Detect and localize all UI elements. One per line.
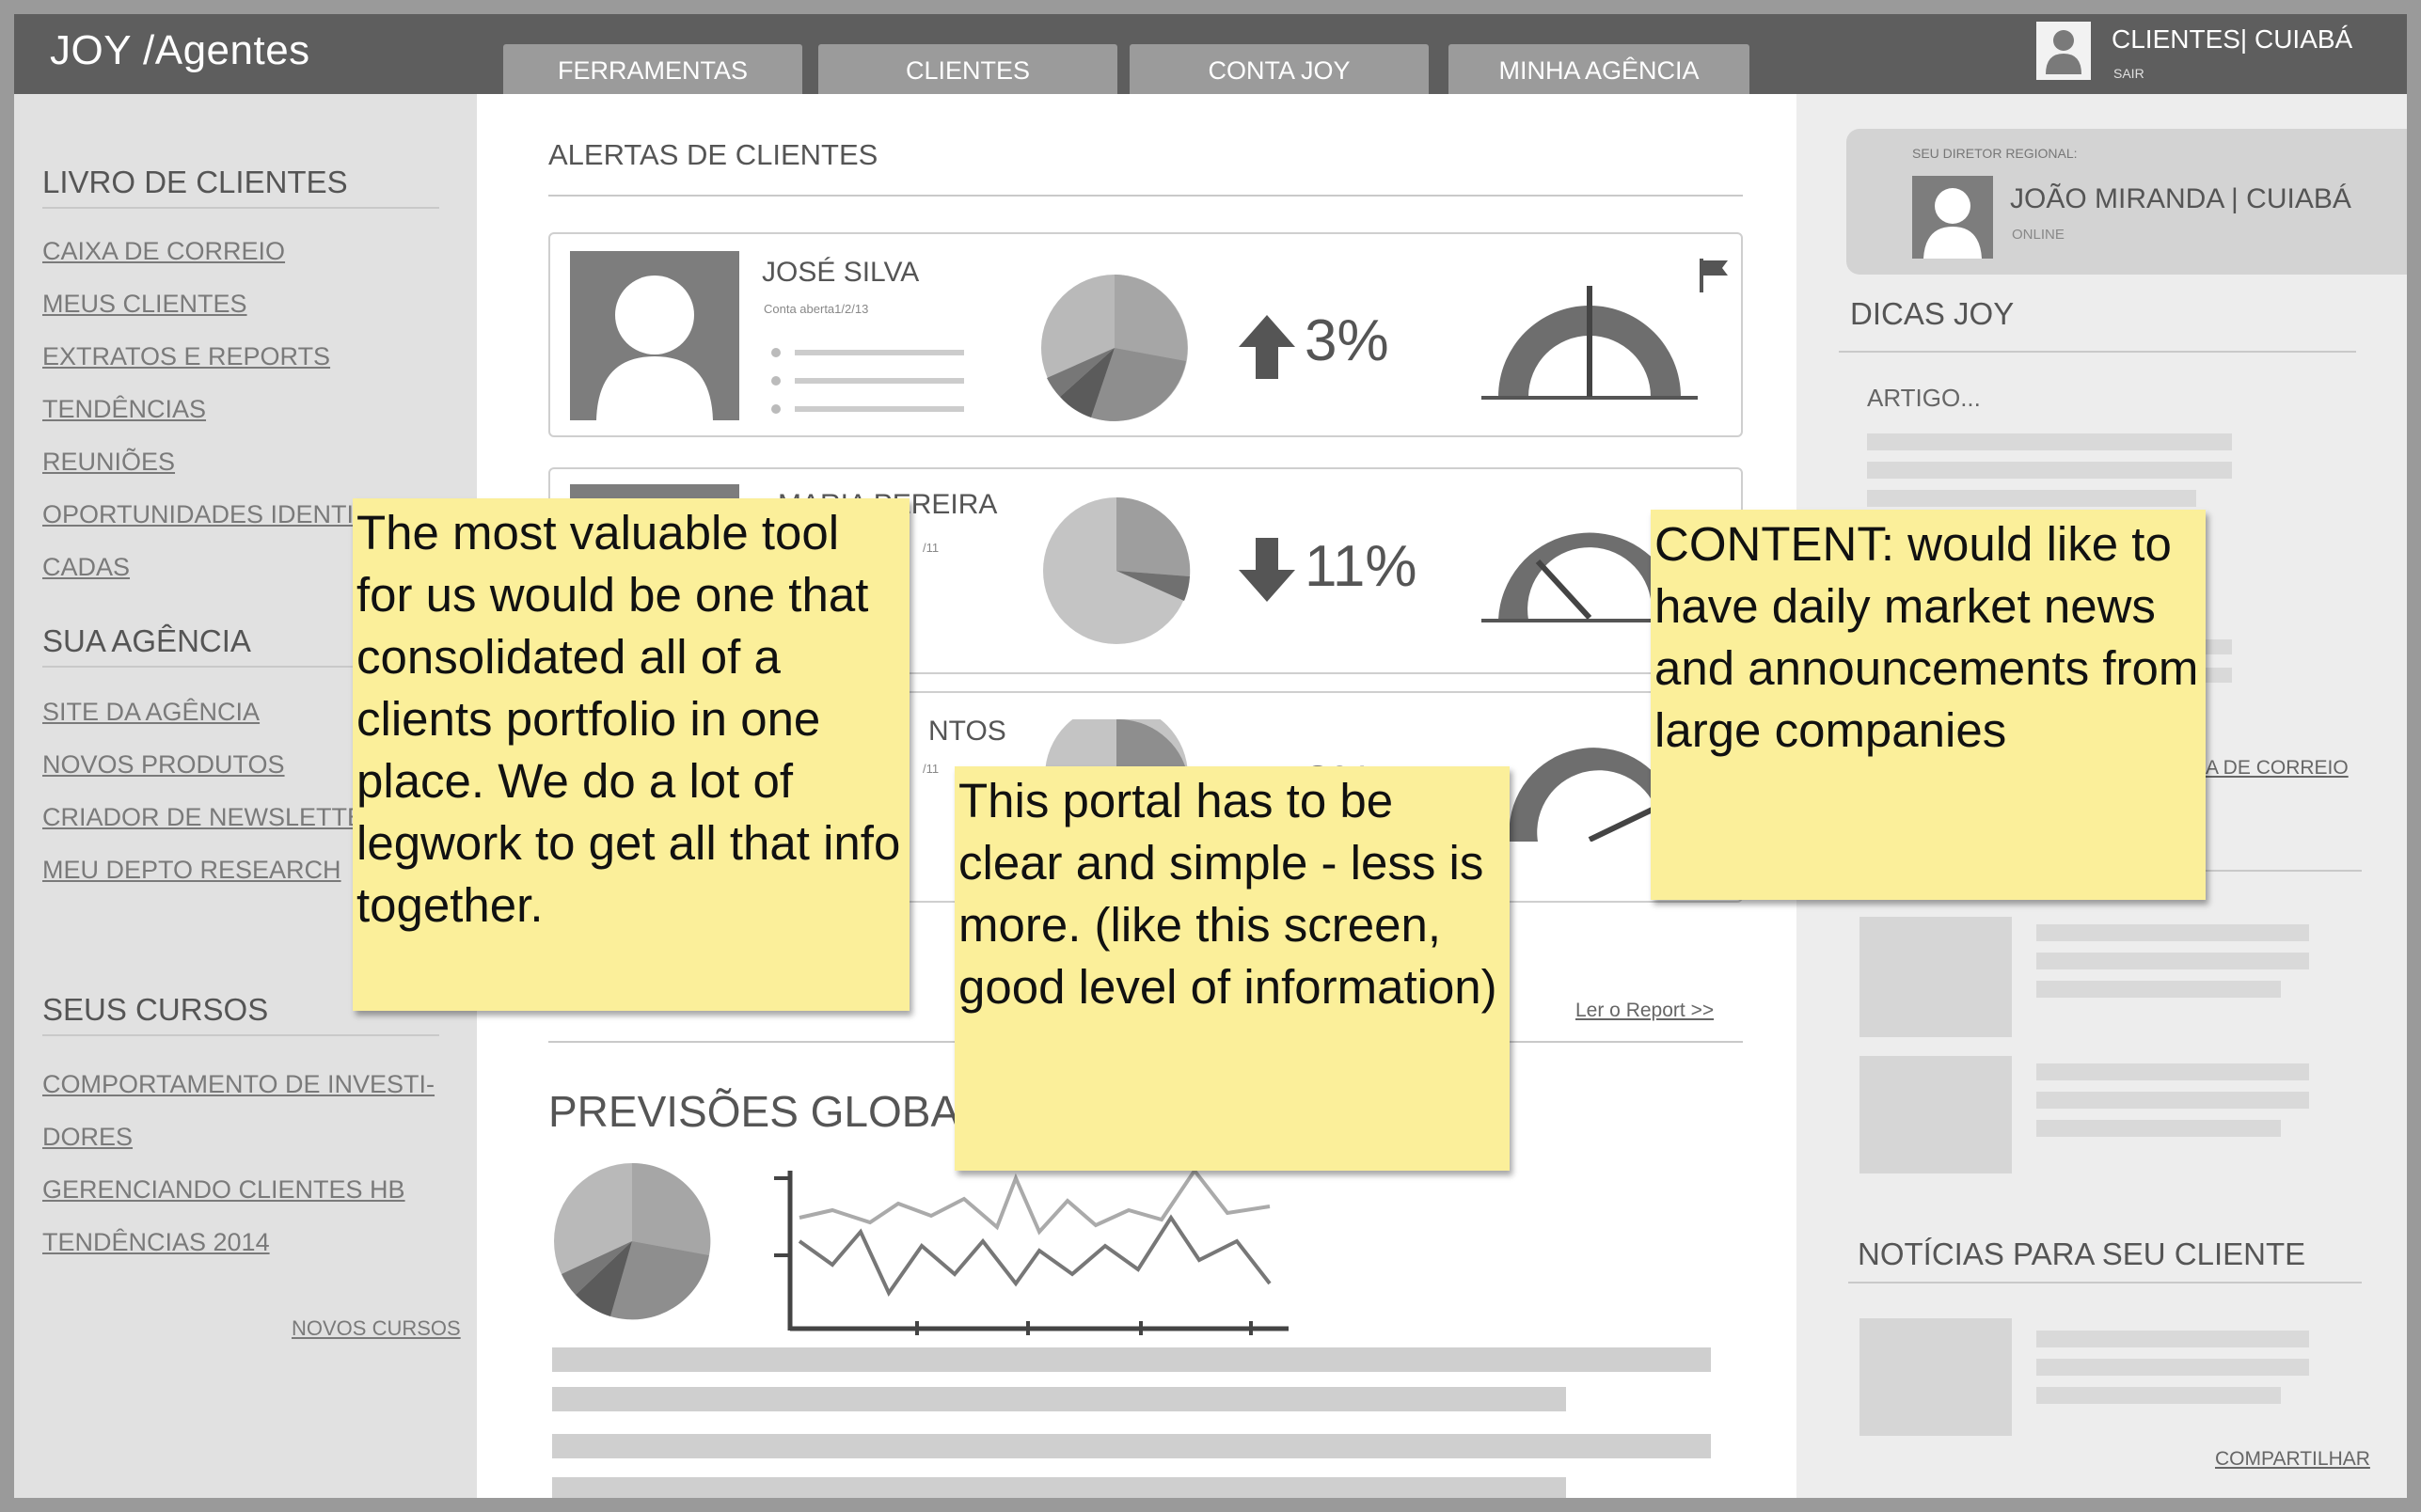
placeholder-text-bar — [2036, 924, 2309, 941]
client-pie-chart-icon — [1041, 275, 1188, 421]
mailbox-link[interactable]: A DE CORREIO — [2206, 757, 2349, 779]
placeholder-text-bar — [1867, 433, 2232, 450]
client-account-date: Conta aberta1/2/13 — [764, 302, 869, 316]
sidebar-link-tendencias[interactable]: TENDÊNCIAS — [42, 395, 207, 423]
section-title-seus-cursos: SEUS CURSOS — [42, 992, 269, 1027]
gauge-icon — [1481, 286, 1698, 400]
arrow-down-icon — [1239, 538, 1295, 602]
placeholder-text-bar — [2036, 1092, 2309, 1109]
client-account-date: /11 — [923, 762, 940, 776]
sticky-note-clear-and-simple: This portal has to be clear and simple -… — [955, 766, 1510, 1171]
read-report-link[interactable]: Ler o Report >> — [1575, 1000, 1715, 1021]
user-name[interactable]: CLIENTES| CUIABÁ — [2112, 24, 2353, 54]
alerts-title: ALERTAS DE CLIENTES — [548, 138, 878, 171]
divider — [548, 195, 1743, 197]
sidebar-link-tendencias-2014[interactable]: TENDÊNCIAS 2014 — [42, 1228, 270, 1256]
flag-icon[interactable] — [1698, 257, 1730, 294]
director-avatar-icon — [1912, 176, 1993, 259]
placeholder-text-bar — [2036, 1359, 2309, 1376]
wireframe-screen: JOY /Agentes FERRAMENTAS CLIENTES CONTA … — [14, 14, 2407, 1498]
global-pie-chart-icon — [554, 1162, 711, 1320]
client-pie-chart-icon — [1045, 719, 1188, 776]
director-name[interactable]: JOÃO MIRANDA | CUIABÁ — [2010, 183, 2351, 214]
placeholder-text-bar — [2036, 953, 2309, 969]
gauge-icon — [1509, 748, 1669, 842]
section-title-livro-de-clientes: LIVRO DE CLIENTES — [42, 165, 348, 199]
placeholder-text-bar — [1867, 462, 2232, 479]
divider — [42, 1034, 439, 1036]
placeholder-text-bar — [552, 1434, 1711, 1458]
client-trend-percent: 3% — [1305, 308, 1389, 373]
sidebar-link-extratos[interactable]: EXTRATOS E REPORTS — [42, 342, 331, 370]
divider — [1848, 1282, 2362, 1284]
sidebar-link-reunioes[interactable]: REUNIÕES — [42, 448, 176, 476]
sidebar-link-novos-produtos[interactable]: NOVOS PRODUTOS — [42, 750, 285, 779]
more-courses-link[interactable]: NOVOS CURSOS — [292, 1316, 461, 1340]
divider — [42, 666, 439, 668]
sidebar-link-oportunidades[interactable]: OPORTUNIDADES IDENTIFI- — [42, 500, 386, 528]
sidebar-link-caixa-de-correio[interactable]: CAIXA DE CORREIO — [42, 237, 286, 265]
client-avatar-icon — [570, 251, 739, 420]
tab-clientes[interactable]: CLIENTES — [818, 44, 1117, 94]
placeholder-text-bar — [552, 1387, 1566, 1411]
arrow-up-icon — [1239, 315, 1295, 379]
sticky-note-content: CONTENT: would like to have daily market… — [1651, 510, 2206, 900]
client-pie-chart-icon — [1043, 496, 1191, 644]
placeholder-text-bar — [2036, 981, 2281, 998]
sidebar-link-criador-newsletters[interactable]: CRIADOR DE NEWSLETTERS — [42, 803, 400, 831]
placeholder-text-bar — [552, 1477, 1566, 1498]
thumbnail-image[interactable] — [1859, 1056, 2012, 1173]
tips-title: DICAS JOY — [1850, 296, 2015, 331]
tab-ferramentas[interactable]: FERRAMENTAS — [503, 44, 802, 94]
client-trend-percent: 11% — [1305, 534, 1417, 599]
placeholder-text-bar — [552, 1347, 1711, 1372]
director-label: SEU DIRETOR REGIONAL: — [1912, 146, 2078, 161]
client-name[interactable]: JOSÉ SILVA — [762, 257, 920, 288]
global-forecasts-title: PREVISÕES GLOBAIS — [548, 1087, 1001, 1136]
sticky-note-consolidated-portfolio: The most valuable tool for us would be o… — [353, 498, 910, 1011]
sidebar-link-meu-depto-research[interactable]: MEU DEPTO RESEARCH — [42, 856, 341, 884]
sidebar-link-meus-clientes[interactable]: MEUS CLIENTES — [42, 290, 247, 318]
client-name[interactable]: NTOS — [928, 716, 1006, 747]
placeholder-text-bar — [2036, 1063, 2309, 1080]
line-chart-icon — [774, 1167, 1289, 1335]
sidebar-link-oportunidades-cont[interactable]: CADAS — [42, 553, 131, 581]
thumbnail-image[interactable] — [1859, 1318, 2012, 1436]
sidebar-link-gerenciando-clientes[interactable]: GERENCIANDO CLIENTES HB — [42, 1175, 405, 1204]
divider — [42, 207, 439, 209]
placeholder-text-bar — [2036, 1387, 2281, 1404]
article-label[interactable]: ARTIGO... — [1867, 384, 1981, 412]
placeholder-text-bar — [2036, 1331, 2309, 1347]
user-avatar-icon[interactable] — [2036, 22, 2091, 80]
top-navigation-bar: JOY /Agentes FERRAMENTAS CLIENTES CONTA … — [14, 14, 2407, 94]
client-account-date: /11 — [923, 541, 940, 555]
placeholder-text-bar — [1867, 490, 2196, 507]
placeholder-text-bar — [2036, 1120, 2281, 1137]
client-news-title: NOTÍCIAS PARA SEU CLIENTE — [1858, 1236, 2306, 1271]
section-title-sua-agencia: SUA AGÊNCIA — [42, 623, 251, 658]
tab-conta-joy[interactable]: CONTA JOY — [1130, 44, 1429, 94]
director-status: ONLINE — [2012, 227, 2065, 243]
thumbnail-image[interactable] — [1859, 917, 2012, 1037]
logout-link[interactable]: SAIR — [2113, 66, 2144, 81]
sidebar-link-comportamento[interactable]: COMPORTAMENTO DE INVESTI- — [42, 1070, 435, 1098]
sidebar-link-comportamento-cont[interactable]: DORES — [42, 1123, 134, 1151]
gauge-icon — [1481, 532, 1669, 622]
share-link[interactable]: COMPARTILHAR — [2215, 1448, 2370, 1470]
divider — [1839, 351, 2356, 353]
placeholder-list-lines — [771, 348, 964, 414]
app-logo[interactable]: JOY /Agentes — [50, 27, 310, 73]
sidebar-link-site-da-agencia[interactable]: SITE DA AGÊNCIA — [42, 698, 261, 726]
tab-minha-agencia[interactable]: MINHA AGÊNCIA — [1448, 44, 1749, 94]
